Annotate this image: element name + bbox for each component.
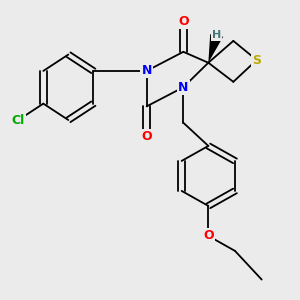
Text: O: O	[203, 230, 214, 242]
Text: H: H	[212, 31, 221, 40]
Text: S: S	[252, 53, 261, 67]
Text: O: O	[178, 15, 189, 28]
Polygon shape	[208, 34, 223, 63]
Text: N: N	[142, 64, 152, 77]
Text: O: O	[141, 130, 152, 143]
Text: Cl: Cl	[12, 113, 25, 127]
Text: N: N	[178, 81, 188, 94]
